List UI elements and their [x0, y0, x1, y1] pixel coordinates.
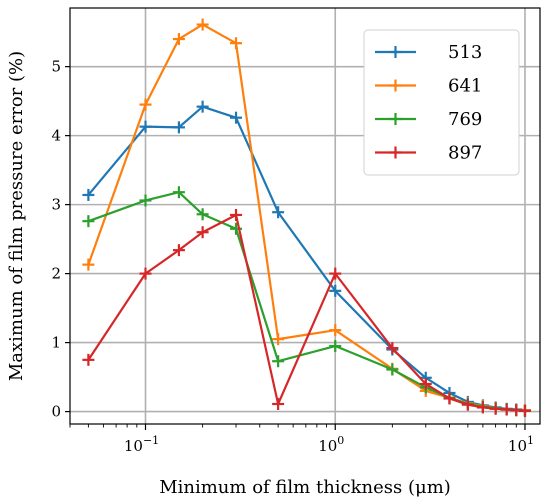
data-point — [386, 363, 399, 376]
data-point — [272, 397, 285, 410]
x-tick-base: 10 — [318, 437, 337, 455]
y-tick-label: 2 — [51, 265, 61, 283]
data-point — [230, 37, 243, 50]
x-tick-exponent: 1 — [527, 434, 534, 447]
y-tick-label: 4 — [51, 127, 61, 145]
legend-label: 897 — [448, 143, 482, 164]
data-point — [386, 342, 399, 355]
data-point — [172, 121, 185, 134]
data-point — [196, 226, 209, 239]
series-line — [88, 191, 526, 412]
data-point — [82, 353, 95, 366]
legend-label: 769 — [448, 109, 482, 130]
x-tick-base: 10 — [508, 437, 527, 455]
data-point — [329, 284, 342, 297]
data-point — [196, 18, 209, 31]
data-point — [461, 398, 474, 411]
y-tick-label: 5 — [51, 58, 61, 76]
y-tick-label: 3 — [51, 196, 61, 214]
data-point — [139, 120, 152, 133]
series-line — [87, 213, 526, 412]
data-point — [230, 208, 243, 221]
y-tick-label: 0 — [51, 403, 61, 421]
x-tick-exponent: 0 — [337, 434, 344, 447]
data-point — [172, 186, 185, 199]
series-897 — [82, 208, 531, 417]
data-point — [329, 267, 342, 280]
legend-item-897: 897 — [375, 143, 482, 164]
data-point — [196, 208, 209, 221]
data-point — [139, 267, 152, 280]
legend-label: 641 — [448, 76, 482, 97]
data-point — [196, 100, 209, 113]
legend-label: 513 — [448, 42, 482, 63]
data-point — [82, 258, 95, 271]
x-tick-label: 101 — [508, 434, 534, 455]
data-point — [139, 194, 152, 207]
legend: 513 641 769 897 — [363, 29, 520, 176]
data-point — [172, 244, 185, 257]
data-point — [476, 401, 489, 414]
y-axis-label: Maximum of film pressure error (%) — [6, 51, 27, 381]
data-point — [82, 188, 95, 201]
data-point — [443, 392, 456, 405]
data-point — [139, 98, 152, 111]
data-point — [329, 324, 342, 337]
legend-item-513: 513 — [375, 42, 482, 63]
data-point — [489, 402, 502, 415]
legend-item-769: 769 — [375, 109, 482, 130]
data-point — [272, 355, 285, 368]
data-point — [329, 340, 342, 353]
x-tick-base: 10 — [124, 437, 143, 455]
series-layer — [82, 18, 531, 417]
legend-box — [363, 29, 520, 176]
data-point — [82, 215, 95, 228]
data-point — [272, 206, 285, 219]
y-tick-label: 1 — [51, 334, 61, 352]
x-tick-label: 100 — [318, 434, 344, 455]
series-769 — [82, 186, 531, 417]
data-point — [172, 33, 185, 46]
legend-item-641: 641 — [375, 76, 482, 97]
data-point — [272, 333, 285, 346]
plot-frame — [69, 7, 541, 425]
x-axis-label: Minimum of film thickness (μm) — [159, 477, 451, 498]
data-point — [230, 111, 243, 124]
data-point — [419, 377, 432, 390]
data-point — [518, 404, 531, 417]
x-tick-label: 10−1 — [124, 434, 159, 455]
x-tick-exponent: −1 — [143, 434, 159, 447]
